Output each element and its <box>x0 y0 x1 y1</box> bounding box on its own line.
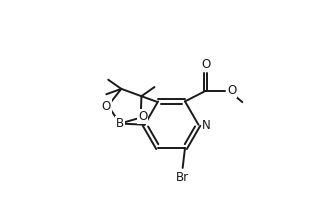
Text: O: O <box>101 100 111 113</box>
Text: N: N <box>202 119 210 132</box>
Text: B: B <box>116 117 124 130</box>
Text: O: O <box>227 84 236 97</box>
Text: O: O <box>138 110 147 123</box>
Text: O: O <box>201 58 210 71</box>
Text: Br: Br <box>176 171 189 184</box>
